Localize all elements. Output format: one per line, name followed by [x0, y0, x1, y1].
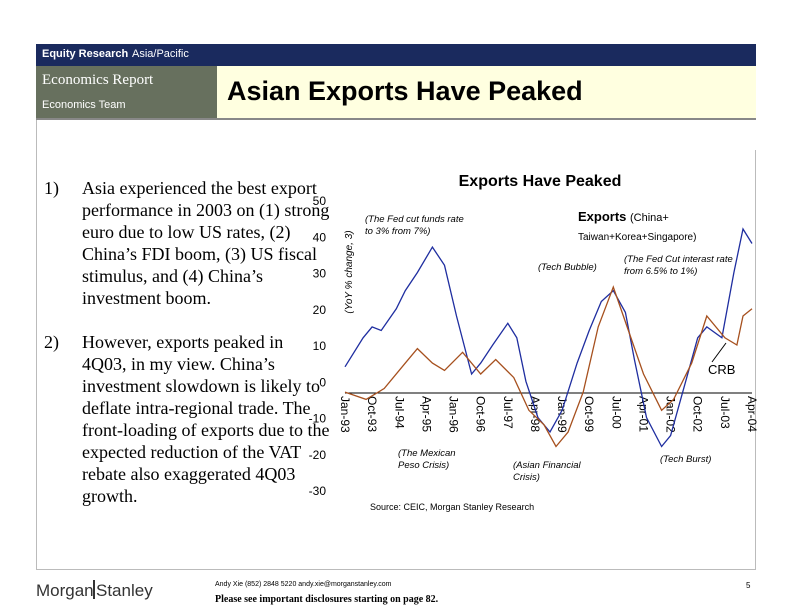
frame-left: [36, 120, 37, 570]
y-tick-labels: 50 40 30 20 10 0 -10 -20 -30: [309, 194, 327, 498]
svg-text:Morgan: Morgan: [36, 581, 94, 600]
disclosure-line: Please see important disclosures startin…: [215, 594, 439, 605]
annotation-fed-cut-2001-2: from 6.5% to 1%): [624, 266, 697, 277]
frame-bottom: [36, 569, 756, 570]
frame-right: [755, 150, 756, 570]
report-box: Economics Report Economics Team: [36, 66, 217, 118]
title-box: Asian Exports Have Peaked: [217, 66, 756, 118]
report-label: Economics Report: [42, 72, 154, 88]
team-label: Economics Team: [42, 99, 126, 111]
annotation-peso-2: Peso Crisis): [398, 460, 449, 471]
chart-source: Source: CEIC, Morgan Stanley Research: [370, 502, 534, 512]
page-title: Asian Exports Have Peaked: [227, 76, 583, 106]
annotation-fed-cut-2: to 3% from 7%): [365, 226, 430, 237]
y-tick-label: 50: [313, 194, 327, 208]
annotation-peso: (The Mexican: [398, 448, 456, 459]
morgan-stanley-logo: Morgan Stanley: [36, 580, 153, 600]
crb-series-line: [344, 285, 753, 448]
y-tick-label: 30: [313, 267, 327, 281]
annotation-asian-crisis: (Asian Financial: [513, 460, 581, 471]
y-tick-label: 20: [313, 303, 327, 317]
x-tick-label: Jul-03: [718, 396, 732, 429]
x-tick-label: Jul-97: [501, 396, 515, 429]
x-tick-label: Oct-96: [474, 396, 488, 432]
x-tick-label: Apr-95: [419, 396, 433, 432]
legend-exports: Exports (China+: [578, 209, 669, 224]
bullet-1-number: 1): [44, 178, 59, 198]
bullet-2-number: 2): [44, 332, 59, 352]
y-tick-label: -10: [309, 412, 327, 426]
bullet-2-text: However, exports peaked in 4Q03, in my v…: [82, 332, 330, 506]
header-bar: Equity Research Asia/Pacific: [36, 44, 756, 66]
annotation-tech-bubble: (Tech Bubble): [538, 262, 597, 273]
equity-research-label: Equity Research: [42, 48, 129, 60]
legend-crb: CRB: [708, 362, 735, 377]
y-axis-label: (YoY % change, 3): [344, 230, 355, 313]
page-number: 5: [746, 581, 751, 590]
x-tick-label: Apr-01: [636, 396, 650, 432]
chart-title: Exports Have Peaked: [459, 173, 622, 190]
y-tick-label: 10: [313, 339, 327, 353]
contact-line: Andy Xie (852) 2848 5220 andy.xie@morgan…: [215, 581, 392, 588]
annotation-asian-crisis-2: Crisis): [513, 472, 540, 483]
x-tick-label: Jan-93: [338, 396, 352, 433]
annotation-tech-burst: (Tech Burst): [660, 454, 711, 465]
x-tick-label: Oct-02: [691, 396, 705, 432]
header-rule: [36, 118, 756, 120]
x-tick-label: Apr-04: [745, 396, 759, 432]
legend-exports-line2: Taiwan+Korea+Singapore): [578, 232, 696, 243]
crb-pointer: [711, 342, 727, 363]
x-tick-label: Apr-98: [528, 396, 542, 432]
x-tick-label: Jan-99: [555, 396, 569, 433]
x-tick-labels: Jan-93 Oct-93 Jul-94 Apr-95 Jan-96 Oct-96 Jul-…: [338, 396, 759, 433]
y-tick-label: -20: [309, 448, 327, 462]
y-tick-label: 40: [313, 230, 327, 244]
x-tick-label: Oct-93: [365, 396, 379, 432]
x-tick-label: Jul-00: [609, 396, 623, 429]
annotation-fed-cut: (The Fed cut funds rate: [365, 214, 464, 225]
x-tick-label: Jan-96: [447, 396, 461, 433]
x-tick-label: Oct-99: [582, 396, 596, 432]
region-label: Asia/Pacific: [132, 48, 189, 60]
bullet-1-text: Asia experienced the best export perform…: [82, 178, 330, 308]
y-tick-label: -30: [309, 484, 327, 498]
svg-text:Stanley: Stanley: [96, 581, 153, 600]
x-tick-label: Jul-94: [392, 396, 406, 429]
annotation-fed-cut-2001: (The Fed Cut interast rate: [624, 254, 733, 265]
y-tick-label: 0: [319, 375, 326, 389]
